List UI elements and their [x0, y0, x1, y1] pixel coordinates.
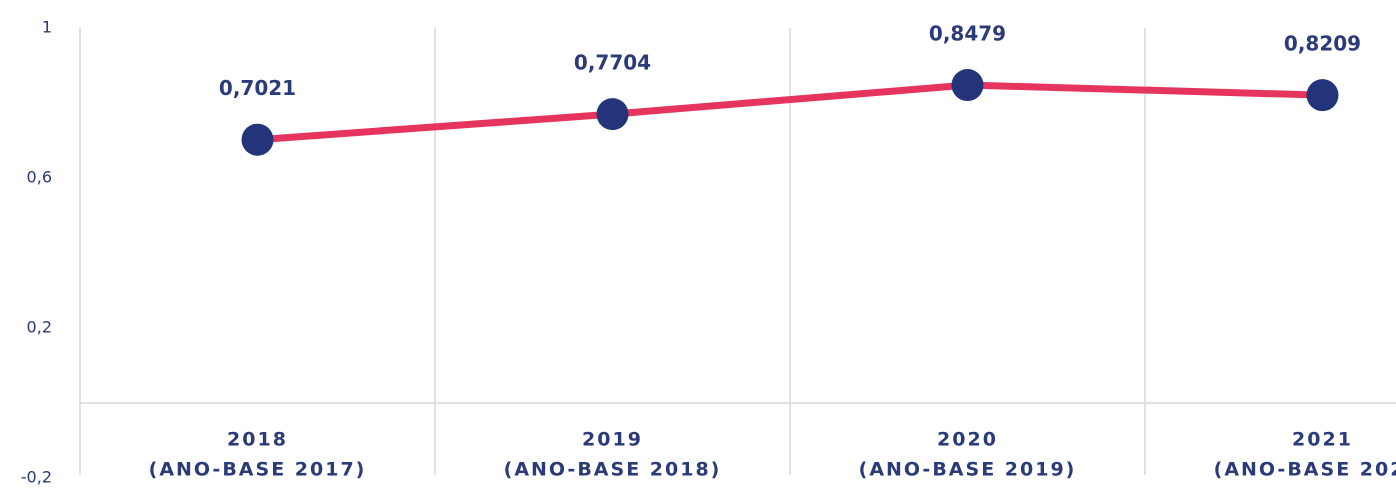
- y-tick-label: -0,2: [21, 468, 52, 487]
- x-tick-label: (ANO-BASE 2020): [1214, 459, 1396, 481]
- data-label: 0,7021: [219, 76, 296, 100]
- point: [951, 69, 984, 102]
- x-tick-label: 2020: [937, 429, 998, 451]
- point: [596, 98, 629, 131]
- x-tick-label: (ANO-BASE 2019): [859, 459, 1077, 481]
- x-tick-label: 2019: [582, 429, 643, 451]
- x-tick-label: 2018: [227, 429, 288, 451]
- x-tick-label: 2021: [1292, 429, 1353, 451]
- x-tick-label: (ANO-BASE 2018): [504, 459, 722, 481]
- point: [1306, 79, 1339, 112]
- line: [257, 81, 1323, 144]
- x-tick-label: (ANO-BASE 2017): [149, 459, 367, 481]
- y-tick-label: 1: [42, 18, 52, 37]
- data-label: 0,7704: [574, 51, 651, 75]
- data-label: 0,8479: [929, 22, 1006, 46]
- point: [241, 123, 274, 156]
- y-tick-label: 0,2: [27, 318, 52, 337]
- data-label: 0,8209: [1284, 32, 1361, 56]
- y-tick-label: 0,6: [27, 168, 52, 187]
